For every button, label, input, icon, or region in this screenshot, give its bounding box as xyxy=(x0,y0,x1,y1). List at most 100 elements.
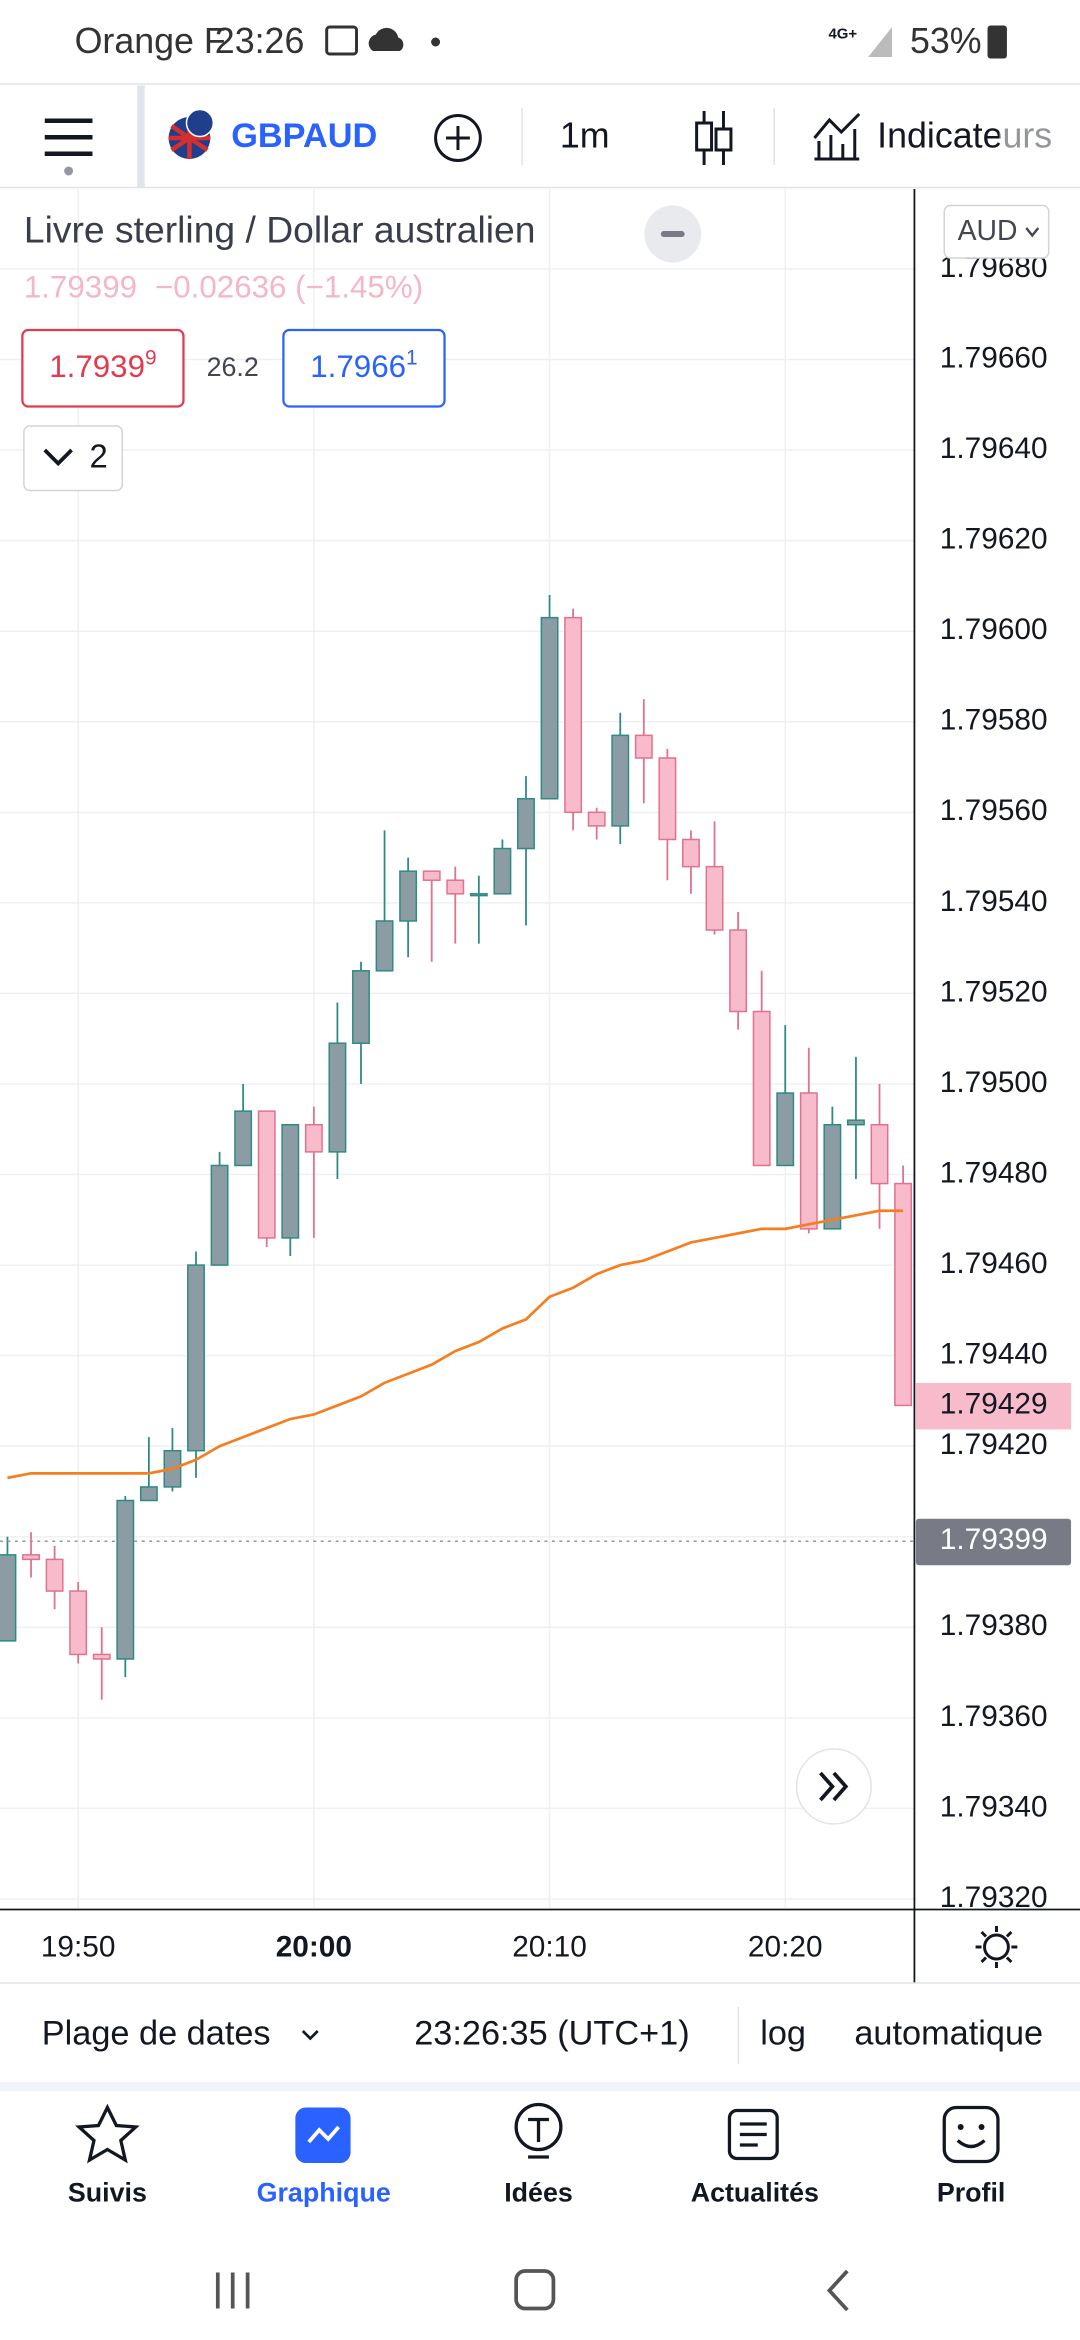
candle-body xyxy=(517,797,535,850)
candle-body xyxy=(870,1123,889,1185)
y-tick-label: 1.79380 xyxy=(940,1609,1048,1642)
candle-body xyxy=(682,838,700,868)
price-change: 1.79399 −0.02636 (−1.45%) xyxy=(24,270,423,305)
y-tick-label: 1.79440 xyxy=(940,1337,1048,1370)
candle-body xyxy=(257,1110,276,1239)
indicators-button[interactable]: Indicateurs xyxy=(813,105,1080,171)
bulb-icon xyxy=(528,2117,549,2159)
profile-smile xyxy=(956,2139,986,2149)
chart-style-button[interactable] xyxy=(695,111,733,165)
currency-button[interactable]: AUD xyxy=(943,204,1050,259)
candle-body xyxy=(540,616,559,800)
studies-count: 2 xyxy=(90,438,108,475)
time-axis: 19:50 20:00 20:10 20:20 xyxy=(41,1930,823,1963)
date-range-button[interactable]: Plage de dates xyxy=(42,2015,319,2053)
chevron xyxy=(301,2030,319,2041)
battery-icon xyxy=(987,25,1007,59)
profile-eye xyxy=(957,2124,964,2130)
flag-cross xyxy=(168,117,211,159)
add-button[interactable] xyxy=(434,114,482,162)
candle-body xyxy=(328,1042,347,1153)
menu-button[interactable] xyxy=(44,118,93,176)
news-icon xyxy=(739,2122,767,2147)
flag-au xyxy=(185,108,215,138)
gallery-icon xyxy=(325,25,359,56)
gear-icon xyxy=(983,1933,1010,1961)
candle-body xyxy=(446,879,465,895)
timezone-clock[interactable]: 23:26:35 (UTC+1) xyxy=(414,2015,689,2053)
y-tick-label: 1.79620 xyxy=(940,523,1048,556)
settings-button[interactable] xyxy=(975,1926,1018,1968)
candle-body xyxy=(658,757,677,841)
candle-body xyxy=(634,734,653,759)
candle-body xyxy=(799,1092,818,1230)
instrument-title: Livre sterling / Dollar australien xyxy=(24,208,536,250)
nav-profil[interactable]: Profil xyxy=(937,2105,1006,2208)
sell-button[interactable]: 1.79399 xyxy=(21,328,185,408)
candle-body xyxy=(894,1182,913,1407)
nav-graphique[interactable]: Graphique xyxy=(257,2107,391,2208)
auto-toggle[interactable]: automatique xyxy=(854,2015,1043,2053)
nav-label: Graphique xyxy=(257,2178,391,2208)
candle-body xyxy=(752,1010,771,1167)
candle-body xyxy=(493,847,512,895)
carrier: Orange F xyxy=(75,21,226,61)
interval[interactable]: 1m xyxy=(560,115,610,155)
y-tick-label: 1.79580 xyxy=(940,704,1048,737)
recents-button[interactable] xyxy=(215,2272,250,2309)
moving-average xyxy=(7,1209,904,1480)
candle-body xyxy=(564,616,583,814)
scroll-to-realtime[interactable] xyxy=(795,1748,872,1825)
dot-icon xyxy=(431,37,441,47)
star-icon xyxy=(75,2103,140,2164)
nav-idees[interactable]: Idées xyxy=(504,2102,573,2208)
spread: 26.2 xyxy=(207,352,259,382)
last-price-tag xyxy=(915,1382,1072,1430)
studies-toggle[interactable]: 2 xyxy=(23,425,124,492)
reference-tag-label: 1.79399 xyxy=(940,1523,1048,1556)
buy-box xyxy=(282,328,446,408)
indicators-icon xyxy=(813,112,861,161)
nav-suivis[interactable]: Suivis xyxy=(68,2103,147,2208)
bid: 1.7939 xyxy=(49,349,145,384)
y-tick-label: 1.79640 xyxy=(940,432,1048,465)
clock: 23:26 xyxy=(215,21,305,61)
back-button[interactable] xyxy=(826,2269,849,2312)
chart-icon-line xyxy=(307,2125,341,2144)
candle-body xyxy=(776,1092,795,1167)
profile-icon xyxy=(942,2105,1000,2164)
menu-line xyxy=(44,135,93,140)
nav-label: Actualités xyxy=(691,2178,819,2208)
candle-body xyxy=(0,1554,17,1642)
candle-body xyxy=(469,893,488,897)
symbol-button[interactable]: GBPAUD xyxy=(168,108,378,160)
nav-label: Profil xyxy=(937,2178,1006,2208)
home-button[interactable] xyxy=(514,2269,556,2311)
candle-body xyxy=(846,1119,865,1126)
divider xyxy=(0,2082,1080,2091)
separator xyxy=(137,85,145,188)
candle-body xyxy=(304,1123,323,1153)
candle-body xyxy=(705,865,724,931)
x-tick-label: 20:00 xyxy=(276,1930,352,1963)
add-icon-plus xyxy=(446,126,470,150)
y-tick-label: 1.79520 xyxy=(940,975,1048,1008)
buy-button[interactable]: 1.79661 xyxy=(282,328,446,408)
menu-line xyxy=(44,118,93,123)
candle-body xyxy=(210,1164,229,1266)
y-tick-label: 1.79600 xyxy=(940,613,1048,646)
symbol: GBPAUD xyxy=(231,117,377,155)
candle-body xyxy=(281,1123,300,1239)
y-tick-label: 1.79320 xyxy=(940,1881,1048,1914)
reference-tag xyxy=(915,1518,1072,1566)
candle-body xyxy=(92,1653,111,1660)
collapse-legend[interactable] xyxy=(644,205,702,263)
nav-actualites[interactable]: Actualités xyxy=(691,2108,819,2208)
candle-body xyxy=(375,920,394,972)
candle-body xyxy=(45,1558,64,1592)
cloud-icon xyxy=(368,27,404,51)
last-price: 1.79399 xyxy=(24,270,137,305)
log-toggle[interactable]: log xyxy=(760,2015,806,2053)
